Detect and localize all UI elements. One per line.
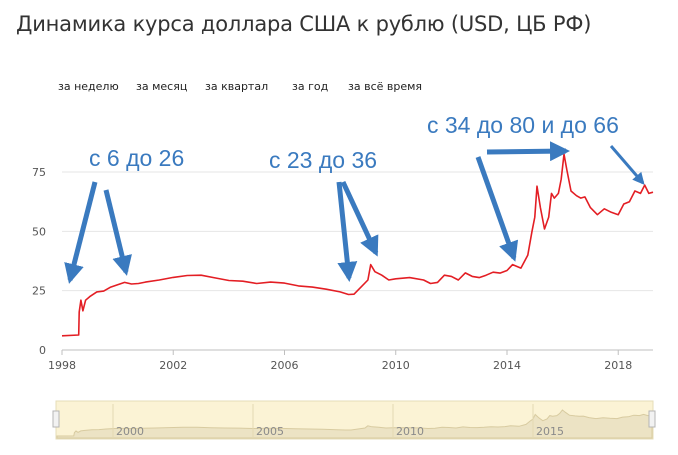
annotation-1: с 6 до 26	[89, 145, 184, 171]
tab-week[interactable]: за неделю	[58, 80, 119, 93]
y-tick-label: 25	[32, 285, 46, 298]
navigator-label: 2000	[116, 425, 144, 438]
navigator-labels: 2000 2005 2010 2015	[112, 404, 564, 438]
arrow-2008	[336, 181, 358, 282]
tab-quarter[interactable]: за квартал	[205, 80, 269, 93]
navigator-label: 2005	[256, 425, 284, 438]
y-tick-label: 75	[32, 166, 46, 179]
usd-rub-line	[61, 153, 654, 337]
x-tick-label: 2014	[493, 359, 521, 372]
x-tick-label: 1998	[48, 359, 76, 372]
arrow-2014	[475, 156, 519, 262]
tab-all-time[interactable]: за всё время	[348, 80, 423, 93]
range-navigator[interactable]: 2000 2005 2010 2015	[52, 400, 656, 440]
arrow-2000	[103, 189, 132, 276]
navigator-area	[56, 409, 653, 439]
navigator-handle-left[interactable]	[52, 410, 60, 428]
x-tick-label: 2002	[159, 359, 187, 372]
y-tick-label: 0	[39, 344, 46, 357]
x-tick-label: 2006	[270, 359, 298, 372]
arrow-2018	[609, 145, 645, 185]
arrow-2016	[486, 141, 570, 162]
arrow-2009	[340, 180, 379, 257]
annotation-2: с 23 до 36	[269, 147, 377, 173]
tab-month[interactable]: за месяц	[136, 80, 188, 93]
x-axis: 1998 2002 2006 2010 2014 2018	[48, 350, 632, 372]
y-tick-label: 50	[32, 225, 46, 238]
x-tick-label: 2010	[382, 359, 410, 372]
page-title: Динамика курса доллара США к рублю (USD,…	[16, 12, 592, 36]
navigator-label: 2015	[536, 425, 564, 438]
tab-year[interactable]: за год	[292, 80, 329, 93]
annotation-arrows	[64, 141, 645, 284]
y-axis: 0 25 50 75	[32, 166, 46, 357]
navigator-label: 2010	[396, 425, 424, 438]
annotation-3: с 34 до 80 и до 66	[427, 112, 619, 138]
chart-grid	[62, 171, 653, 351]
navigator-handle-right[interactable]	[648, 410, 656, 428]
x-tick-label: 2018	[604, 359, 632, 372]
arrow-1998	[64, 181, 98, 284]
